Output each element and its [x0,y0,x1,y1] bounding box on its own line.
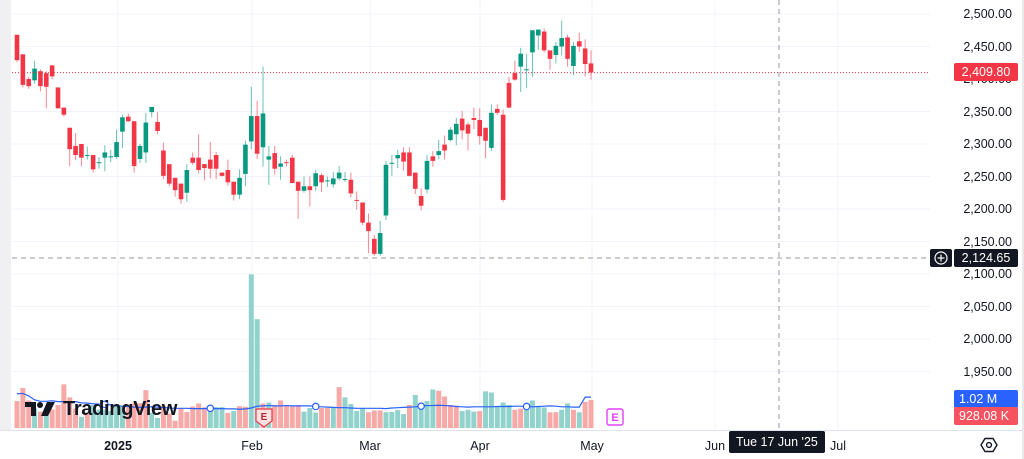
price-axis-label: 2,050.00 [963,299,1012,314]
price-axis-label: 2,000.00 [963,332,1012,346]
volume-ma-line [16,392,591,413]
tradingview-brand: TradingView [63,397,178,420]
time-axis-label: Jun [704,439,726,453]
right-edge [1022,0,1024,459]
price-axis-label: 2,100.00 [963,267,1012,281]
volume-tag: 928.08 K [954,407,1018,425]
time-axis-label: Jul [830,439,846,453]
left-scroll-strip[interactable] [0,0,11,430]
earnings-icon: E [255,408,273,428]
time-axis-label: May [580,439,604,453]
price-axis-label: 2,450.00 [963,39,1012,54]
tradingview-watermark[interactable]: TradingView [25,397,177,421]
plus-circle-icon [934,251,948,265]
time-axis-label: Mar [359,439,381,453]
chart-settings-button[interactable] [980,436,998,454]
price-axis-label: 2,150.00 [963,234,1012,249]
settings-icon [980,437,998,453]
add-alert-button[interactable] [930,249,952,267]
time-axis[interactable]: 2025 Feb Mar Apr May Jun Jul [0,430,1024,459]
crosshair-price-tag: 2,124.65 [954,249,1018,267]
earnings-marker-upcoming[interactable]: E [606,408,624,426]
grid-lines [12,0,930,430]
price-axis-label: 2,500.00 [963,7,1012,21]
last-price-tag: 2,409.80 [954,63,1018,81]
svg-text:E: E [261,412,268,423]
time-axis-label: Apr [470,439,490,453]
price-axis-label: 2,300.00 [963,137,1012,151]
time-axis-label: Feb [241,439,263,453]
volume-ma-tag: 1.02 M [954,390,1018,408]
earnings-icon: E [606,408,624,426]
price-axis-label: 2,350.00 [963,104,1012,119]
chart-canvas[interactable] [0,0,1024,430]
price-axis-label: 2,200.00 [963,202,1012,216]
svg-text:E: E [611,412,618,424]
price-axis-label: 2,250.00 [963,169,1012,184]
crosshair-date-tag: Tue 17 Jun '25 [729,431,825,453]
crosshair-and-lines [12,0,930,430]
tradingview-logo-icon [25,402,55,416]
earnings-marker-past[interactable]: E [255,408,273,428]
time-axis-label: 2025 [104,439,132,453]
price-axis-label: 1,950.00 [963,364,1012,379]
candlesticks [14,20,594,256]
